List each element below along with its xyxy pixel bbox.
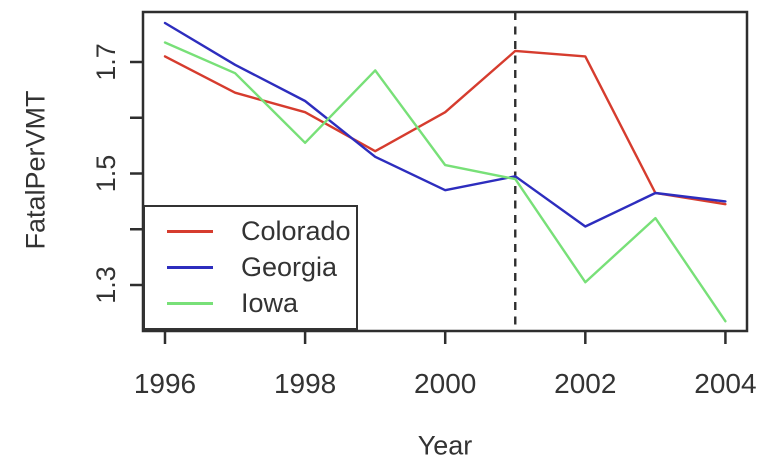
legend-item-iowa: Iowa (145, 290, 356, 318)
y-axis-title: FatalPerVMT (20, 90, 51, 250)
series-line-georgia (163, 21, 727, 228)
x-tick-label: 1998 (274, 368, 336, 399)
y-tick-label: 1.7 (91, 43, 121, 81)
legend-item-georgia: Georgia (145, 254, 356, 282)
x-axis-title: Year (417, 430, 473, 461)
legend-item-colorado: Colorado (145, 218, 356, 246)
iowa-line-swatch (167, 302, 213, 305)
x-tick-label: 2004 (694, 368, 756, 399)
legend-box: Colorado Georgia Iowa (143, 205, 358, 330)
y-tick-label: 1.3 (91, 266, 121, 304)
legend-label-iowa: Iowa (241, 288, 299, 318)
series-line-iowa (163, 41, 727, 323)
x-tick-label: 2000 (414, 368, 476, 399)
colorado-line-swatch (167, 230, 213, 233)
legend-label-colorado: Colorado (241, 216, 351, 246)
georgia-line-swatch (167, 266, 213, 269)
x-tick-label: 2002 (554, 368, 616, 399)
series-line-colorado (163, 49, 727, 206)
y-tick-label: 1.5 (91, 155, 121, 193)
x-tick-label: 1996 (134, 368, 196, 399)
legend-label-georgia: Georgia (241, 252, 338, 282)
